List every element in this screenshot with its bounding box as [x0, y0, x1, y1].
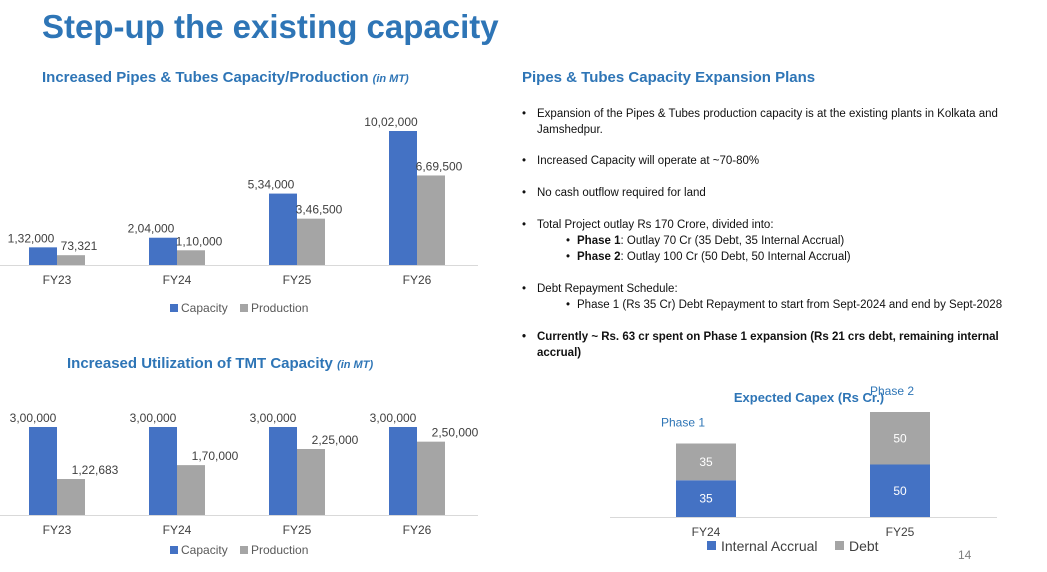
- legend-swatch-production: [240, 304, 248, 312]
- capex-bar-debt-fy24: [676, 443, 736, 481]
- bar-capacity-fy26: [389, 427, 417, 515]
- data-label-capacity-fy23: 3,00,000: [10, 411, 57, 425]
- capex-chart-title: Expected Capex (Rs Cr.): [734, 390, 884, 405]
- data-label-capacity-fy25: 3,00,000: [250, 411, 297, 425]
- plans-heading: Pipes & Tubes Capacity Expansion Plans: [522, 69, 816, 86]
- phase1-label: Phase 1: [577, 235, 621, 247]
- data-label-production-fy23: 73,321: [61, 239, 98, 253]
- bar-capacity-fy23: [29, 247, 57, 265]
- x-tick-fy25: FY25: [283, 523, 312, 537]
- bar-production-fy25: [297, 449, 325, 515]
- capex-phase-note-fy24: Phase 1: [661, 416, 705, 430]
- phase2-text: : Outlay 100 Cr (50 Debt, 50 Internal Ac…: [620, 251, 851, 263]
- data-label-capacity-fy24: 3,00,000: [130, 411, 177, 425]
- x-tick-fy26: FY26: [403, 523, 432, 537]
- capex-phase-note-fy25: Phase 2: [870, 385, 914, 398]
- capex-x-tick-fy25: FY25: [886, 525, 915, 539]
- tmt-utilization-chart: 3,00,000 1,22,683 FY23 3,00,000 1,70,000 FY24…: [0, 411, 479, 557]
- data-label-production-fy25: 3,46,500: [296, 203, 343, 217]
- capex-label-debt-fy24: 35: [699, 455, 713, 469]
- bar-production-fy26: [417, 441, 445, 515]
- bullet-expansion: Expansion of the Pipes & Tubes productio…: [522, 106, 1042, 138]
- data-label-capacity-fy23: 1,32,000: [8, 231, 55, 245]
- x-tick-fy23: FY23: [43, 523, 72, 537]
- page-title: Step-up the existing capacity: [42, 8, 499, 45]
- capex-bar-internal-accrual-fy25: [870, 464, 930, 517]
- sub-bullet-repayment: Phase 1 (Rs 35 Cr) Debt Repayment to sta…: [522, 297, 1042, 313]
- data-label-capacity-fy26: 3,00,000: [370, 411, 417, 425]
- bullet-land: No cash outflow required for land: [522, 185, 1042, 201]
- bar-capacity-fy24: [149, 427, 177, 515]
- bar-capacity-fy25: [269, 193, 297, 265]
- legend-swatch-capacity: [170, 304, 178, 312]
- bar-production-fy26: [417, 175, 445, 265]
- x-tick-fy23: FY23: [43, 273, 72, 287]
- capex-legend-label-internal-accrual: Internal Accrual: [721, 538, 818, 554]
- pipes-chart-title-text: Increased Pipes & Tubes Capacity/Product…: [42, 69, 369, 86]
- tmt-chart-title: Increased Utilization of TMT Capacity (i…: [67, 355, 373, 372]
- capex-x-tick-fy24: FY24: [692, 525, 721, 539]
- data-label-production-fy26: 6,69,500: [416, 159, 463, 173]
- data-label-capacity-fy24: 2,04,000: [128, 222, 175, 236]
- bar-production-fy24: [177, 250, 205, 265]
- expected-capex-chart: Expected Capex (Rs Cr.) 35 35 Phase 1 FY24 50…: [610, 385, 997, 554]
- legend-label-capacity: Capacity: [181, 543, 228, 557]
- x-tick-fy26: FY26: [403, 273, 432, 287]
- bar-capacity-fy26: [389, 131, 417, 265]
- bullet-capacity-utilization: Increased Capacity will operate at ~70-8…: [522, 153, 1042, 169]
- capex-bar-debt-fy25: [870, 412, 930, 465]
- pipes-chart-title: Increased Pipes & Tubes Capacity/Product…: [42, 69, 409, 86]
- data-label-production-fy24: 1,70,000: [192, 449, 239, 463]
- capex-legend-label-debt: Debt: [849, 538, 879, 554]
- data-label-capacity-fy25: 5,34,000: [248, 178, 295, 192]
- legend-swatch-capacity: [170, 546, 178, 554]
- legend-label-capacity: Capacity: [181, 301, 228, 315]
- phase2-label: Phase 2: [577, 251, 621, 263]
- legend-label-production: Production: [251, 543, 308, 557]
- bar-production-fy25: [297, 218, 325, 265]
- tmt-chart-title-text: Increased Utilization of TMT Capacity: [67, 355, 333, 372]
- legend-label-production: Production: [251, 301, 308, 315]
- capex-label-internal-accrual-fy25: 50: [893, 484, 907, 498]
- sub-bullet-phase2: Phase 2: Outlay 100 Cr (50 Debt, 50 Inte…: [522, 249, 1042, 265]
- phase1-text: : Outlay 70 Cr (35 Debt, 35 Internal Acc…: [620, 235, 845, 247]
- plans-bullet-list: Expansion of the Pipes & Tubes productio…: [522, 106, 1042, 361]
- bar-capacity-fy23: [29, 427, 57, 515]
- data-label-production-fy24: 1,10,000: [176, 234, 223, 248]
- data-label-production-fy23: 1,22,683: [72, 463, 119, 477]
- bullet-project-outlay: Total Project outlay Rs 170 Crore, divid…: [522, 217, 1042, 233]
- capex-legend-swatch-internal-accrual: [707, 541, 716, 550]
- x-tick-fy24: FY24: [163, 273, 192, 287]
- data-label-production-fy26: 2,50,000: [432, 426, 479, 440]
- capex-label-internal-accrual-fy24: 35: [699, 492, 713, 506]
- data-label-production-fy25: 2,25,000: [312, 433, 359, 447]
- x-tick-fy25: FY25: [283, 273, 312, 287]
- pipes-chart-unit: (in MT): [372, 73, 409, 85]
- bar-production-fy23: [57, 255, 85, 265]
- sub-bullet-phase1: Phase 1: Outlay 70 Cr (35 Debt, 35 Inter…: [522, 233, 1042, 249]
- bar-production-fy24: [177, 465, 205, 515]
- legend-swatch-production: [240, 546, 248, 554]
- data-label-capacity-fy26: 10,02,000: [364, 115, 418, 129]
- capex-label-debt-fy25: 50: [893, 431, 907, 445]
- bar-production-fy23: [57, 479, 85, 515]
- bar-capacity-fy25: [269, 427, 297, 515]
- page-number: 14: [958, 548, 972, 562]
- tmt-chart-unit: (in MT): [337, 359, 374, 371]
- bar-capacity-fy24: [149, 237, 177, 265]
- capex-legend-swatch-debt: [835, 541, 844, 550]
- bullet-debt-repayment: Debt Repayment Schedule:: [522, 281, 1042, 297]
- bullet-current-spend: Currently ~ Rs. 63 cr spent on Phase 1 e…: [522, 329, 1042, 361]
- capex-bar-internal-accrual-fy24: [676, 480, 736, 517]
- x-tick-fy24: FY24: [163, 523, 192, 537]
